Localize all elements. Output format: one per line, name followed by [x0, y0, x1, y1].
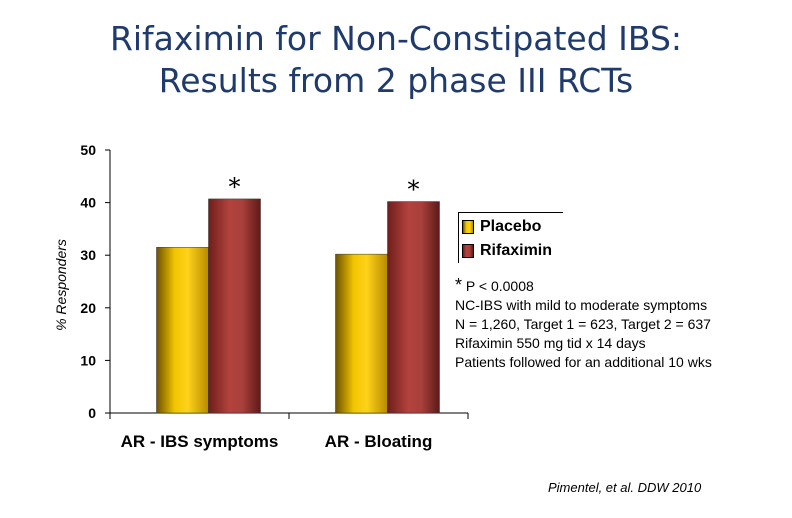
slide-title: Rifaximin for Non-Constipated IBS: Resul… [0, 18, 792, 102]
footnote-text: P < 0.0008 [465, 278, 534, 294]
note-line-2: N = 1,260, Target 1 = 623, Target 2 = 63… [455, 316, 711, 332]
legend-label-rifaximin: Rifaximin [480, 242, 553, 259]
legend-swatch-rifaximin [462, 243, 474, 258]
bar-placebo-2 [335, 253, 388, 414]
legend-swatch-placebo [462, 219, 474, 234]
citation: Pimentel, et al. DDW 2010 [548, 480, 702, 495]
y-tick-label: 40 [80, 195, 96, 211]
chart-labels: * AR - IBS symptoms * AR - Bloating [121, 173, 433, 451]
y-tick-label: 0 [88, 405, 96, 421]
legend-frame [458, 212, 563, 263]
y-tick-label: 20 [80, 300, 96, 316]
significance-marker: * [229, 173, 241, 201]
note-line-3: Rifaximin 550 mg tid x 14 days [455, 335, 646, 351]
x-category-label: AR - Bloating [325, 432, 433, 451]
note-line-4: Patients followed for an additional 10 w… [455, 354, 712, 370]
title-line-2: Results from 2 phase III RCTs [158, 61, 634, 100]
y-axis-label: % Responders [53, 239, 69, 331]
y-tick-label: 30 [80, 247, 96, 263]
legend-item-rifaximin: Rifaximin [462, 242, 552, 262]
study-notes: * P < 0.0008 NC-IBS with mild to moderat… [455, 276, 712, 372]
chart-axes: 0 10 20 30 40 50 [80, 142, 469, 421]
note-line-1: NC-IBS with mild to moderate symptoms [455, 297, 708, 313]
bar-rifaximin-2 [387, 201, 440, 414]
y-tick-label: 10 [80, 352, 96, 368]
chart-bars [156, 198, 440, 414]
chart-legend: Placebo Rifaximin [458, 212, 563, 264]
significance-marker: * [408, 176, 420, 204]
legend-item-placebo: Placebo [462, 218, 541, 238]
y-tick-label: 50 [80, 142, 96, 158]
title-line-1: Rifaximin for Non-Constipated IBS: [109, 19, 683, 58]
bar-rifaximin-1 [208, 198, 261, 414]
legend-label-placebo: Placebo [480, 218, 542, 235]
x-category-label: AR - IBS symptoms [121, 432, 279, 451]
bar-placebo-1 [156, 247, 209, 414]
footnote-marker: * [455, 275, 463, 295]
footnote: * P < 0.0008 [455, 276, 712, 296]
